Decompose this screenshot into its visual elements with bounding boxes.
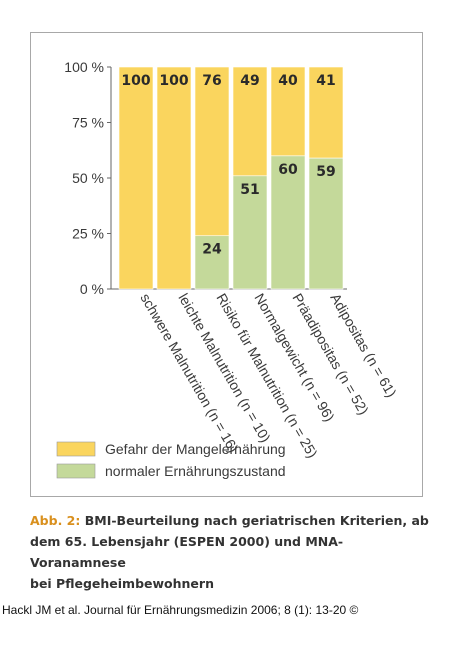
bar-segment-risk <box>232 66 268 177</box>
bar-segment-normal <box>194 235 230 290</box>
data-label: 100 <box>159 73 188 89</box>
bar-segment-risk <box>270 66 306 157</box>
figure-caption: Abb. 2: BMI-Beurteilung nach geriatrisch… <box>30 510 430 594</box>
legend-label: Gefahr der Mangelernährung <box>105 441 286 457</box>
data-label: 59 <box>316 164 335 180</box>
caption-line-2: dem 65. Lebensjahr (ESPEN 2000) und MNA-… <box>30 534 344 570</box>
bar-segment-normal <box>270 155 306 290</box>
bar-segment-risk <box>308 66 344 159</box>
y-tick-label: 25 % <box>72 226 104 242</box>
y-tick-label: 50 % <box>72 170 104 186</box>
bar-segment-risk <box>194 66 230 237</box>
data-label: 40 <box>278 73 298 89</box>
y-tick-label: 75 % <box>72 115 104 131</box>
x-category-label: Adipositas (n = 61) <box>327 291 399 400</box>
y-tick-label: 0 % <box>80 281 104 297</box>
chart-panel: 0 % 25 % 50 % 75 % 100 % 100 schwere Malnutrit… <box>30 32 423 497</box>
data-label: 51 <box>240 182 259 198</box>
caption-prefix: Abb. 2: <box>30 513 81 528</box>
data-label: 41 <box>316 73 335 89</box>
legend-label: normaler Ernährungszustand <box>105 463 286 479</box>
caption-line-3: bei Pflegeheimbewohnern <box>30 576 214 591</box>
legend-swatch <box>56 463 96 479</box>
data-label: 24 <box>202 242 222 258</box>
bar-segment-normal <box>308 157 344 290</box>
data-label: 76 <box>202 73 221 89</box>
bar-segment-risk <box>118 66 154 290</box>
caption-line-1: BMI-Beurteilung nach geriatrischen Krite… <box>84 513 429 528</box>
y-tick-label: 100 % <box>64 59 104 75</box>
citation: Hackl JM et al. Journal für Ernährungsme… <box>2 603 359 617</box>
data-label: 100 <box>121 73 150 89</box>
data-label: 49 <box>240 73 259 89</box>
bar-segment-normal <box>232 175 268 290</box>
bar-segment-risk <box>156 66 192 290</box>
data-label: 60 <box>278 162 298 178</box>
legend-swatch <box>56 441 96 457</box>
